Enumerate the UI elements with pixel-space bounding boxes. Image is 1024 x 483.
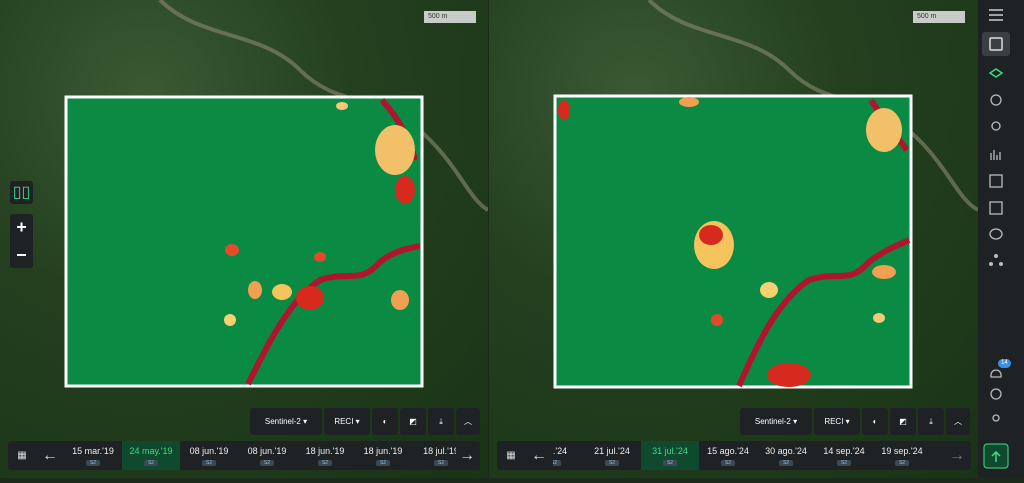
date-label: 31 jul.'24 xyxy=(652,446,688,456)
date-chip[interactable]: 31 jul.'24 S2 xyxy=(641,441,699,470)
index-label: RECI xyxy=(334,417,354,426)
sensor-label: S2 xyxy=(317,460,333,466)
zoom-controls[interactable] xyxy=(10,214,33,268)
date-label: 15 mar.'19 xyxy=(72,446,114,456)
sensor-label: S2 xyxy=(778,460,794,466)
map-imagery xyxy=(64,0,488,388)
date-label: 18 jun.'19 xyxy=(305,446,345,456)
index-select[interactable]: RECI ▾ xyxy=(814,408,860,435)
sensor-label: S2 xyxy=(375,460,391,466)
sensor-label: S2 xyxy=(201,460,217,466)
date-label: 24 may.'19 xyxy=(129,446,173,456)
compare-button[interactable]: ▯▯ xyxy=(10,181,33,204)
prev-button[interactable]: ← xyxy=(38,443,62,468)
date-label: 18 jul.'19 xyxy=(423,446,456,456)
sensor-label: S2 xyxy=(433,460,449,466)
date-label: jun.'24 xyxy=(553,446,568,456)
date-chip[interactable]: 21 jul.'24 S2 xyxy=(583,441,641,470)
tool-button[interactable]: ◐ xyxy=(862,408,888,435)
expand-button[interactable]: ︿ xyxy=(456,408,480,435)
sidebar-icons xyxy=(982,9,1010,469)
date-chip[interactable]: 18 jul.'19 S2 xyxy=(412,441,456,470)
sensor-label: S2 xyxy=(143,460,159,466)
date-label: 18 jun.'19 xyxy=(363,446,403,456)
zoom-icons xyxy=(17,222,26,256)
tool-button[interactable]: ◩ xyxy=(890,408,916,435)
date-chip[interactable]: 08 jun.'19 S2 xyxy=(238,441,296,470)
tool-button[interactable]: ◩ xyxy=(400,408,426,435)
sensor-label: S2 xyxy=(836,460,852,466)
toolbar: Sentinel-2 ▾ RECI ▾ ◐ ◩ ⤓ ︿ xyxy=(740,408,970,435)
date-strip: ▦ ← 15 mar.'19 S2 24 may.'19 S2 08 jun.'19 S2… xyxy=(8,441,480,470)
date-chip[interactable]: 15 ago.'24 S2 xyxy=(699,441,757,470)
date-label: 15 ago.'24 xyxy=(707,446,749,456)
date-label: 19 sep.'24 xyxy=(881,446,923,456)
date-chip[interactable]: 15 mar.'19 S2 xyxy=(64,441,122,470)
next-button[interactable]: → xyxy=(456,443,478,468)
sensor-label: S2 xyxy=(553,460,562,466)
date-label: 14 sep.'24 xyxy=(823,446,865,456)
date-chip[interactable]: 18 jun.'19 S2 xyxy=(354,441,412,470)
date-label: 08 jun.'19 xyxy=(189,446,229,456)
date-chip[interactable]: 14 sep.'24 S2 xyxy=(815,441,873,470)
notification-badge: 14 xyxy=(998,359,1011,368)
date-chip[interactable]: 24 may.'19 S2 xyxy=(122,441,180,470)
map-imagery xyxy=(553,0,978,389)
sensor-label: S2 xyxy=(662,460,678,466)
sidebar: 14 xyxy=(978,0,1024,478)
expand-button[interactable]: ︿ xyxy=(946,408,970,435)
sensor-label: S2 xyxy=(604,460,620,466)
toolbar: Sentinel-2 ▾ RECI ▾ ◐ ◩ ⤓ ︿ xyxy=(250,408,480,435)
date-list: 15 mar.'19 S2 24 may.'19 S2 08 jun.'19 S2 08 j… xyxy=(64,441,456,470)
scale-label: 500 m xyxy=(913,11,965,23)
sensor-label: S2 xyxy=(894,460,910,466)
sensor-label: S2 xyxy=(85,460,101,466)
satellite-label: Sentinel-2 xyxy=(754,417,791,426)
date-chip[interactable]: jun.'24 S2 xyxy=(553,441,583,470)
map-left[interactable]: 500 m ▯▯ Sentinel-2 ▾ RECI ▾ ◐ ◩ ⤓ ︿ ▦ ←… xyxy=(0,0,488,478)
sensor-label: S2 xyxy=(720,460,736,466)
next-button[interactable]: → xyxy=(945,443,969,468)
satellite-select[interactable]: Sentinel-2 ▾ xyxy=(250,408,322,435)
prev-button[interactable]: ← xyxy=(527,443,551,468)
sensor-label: S2 xyxy=(259,460,275,466)
satellite-select[interactable]: Sentinel-2 ▾ xyxy=(740,408,812,435)
download-button[interactable]: ⤓ xyxy=(428,408,454,435)
download-button[interactable]: ⤓ xyxy=(918,408,944,435)
date-label: 21 jul.'24 xyxy=(594,446,630,456)
date-chip[interactable]: 18 jun.'19 S2 xyxy=(296,441,354,470)
tool-button[interactable]: ◐ xyxy=(372,408,398,435)
calendar-button[interactable]: ▦ xyxy=(499,443,523,468)
satellite-label: Sentinel-2 xyxy=(264,417,301,426)
scale-label: 500 m xyxy=(424,11,476,23)
index-select[interactable]: RECI ▾ xyxy=(324,408,370,435)
date-chip[interactable]: 08 jun.'19 S2 xyxy=(180,441,238,470)
date-label: 30 ago.'24 xyxy=(765,446,807,456)
date-label: 08 jun.'19 xyxy=(247,446,287,456)
date-chip[interactable]: 19 sep.'24 S2 xyxy=(873,441,931,470)
calendar-button[interactable]: ▦ xyxy=(10,443,34,468)
index-label: RECI xyxy=(824,417,844,426)
map-right[interactable]: 500 m Sentinel-2 ▾ RECI ▾ ◐ ◩ ⤓ ︿ ▦ ← ju… xyxy=(489,0,978,478)
date-chip[interactable]: 30 ago.'24 S2 xyxy=(757,441,815,470)
